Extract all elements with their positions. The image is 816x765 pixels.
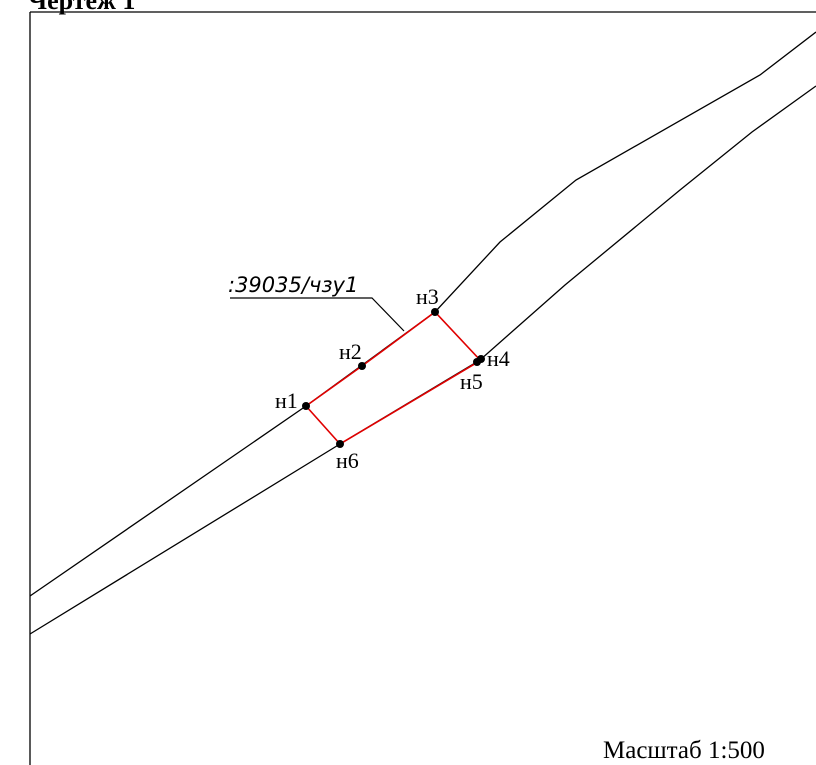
parcel-label: :39035/чзу1 bbox=[228, 273, 358, 297]
boundary-point-n3 bbox=[431, 308, 439, 316]
point-label-n4: н4 bbox=[487, 346, 510, 371]
boundary-point-n5 bbox=[473, 358, 481, 366]
point-label-n1: н1 bbox=[275, 388, 298, 413]
drawing-title: Чертеж 1 bbox=[28, 0, 135, 15]
parcel-boundary bbox=[304, 310, 482, 446]
point-label-n6: н6 bbox=[336, 448, 359, 473]
boundary-point-n6 bbox=[336, 440, 344, 448]
upper-road-line bbox=[29, 31, 816, 597]
point-label-n5: н5 bbox=[460, 369, 483, 394]
boundary-point-n1 bbox=[302, 402, 310, 410]
label-leader-line bbox=[230, 297, 405, 332]
lower-road-line bbox=[29, 85, 816, 635]
point-label-n2: н2 bbox=[339, 339, 362, 364]
scale-text: Масштаб 1:500 bbox=[603, 737, 765, 764]
boundary-point-n2 bbox=[358, 362, 366, 370]
point-label-n3: н3 bbox=[416, 284, 439, 309]
